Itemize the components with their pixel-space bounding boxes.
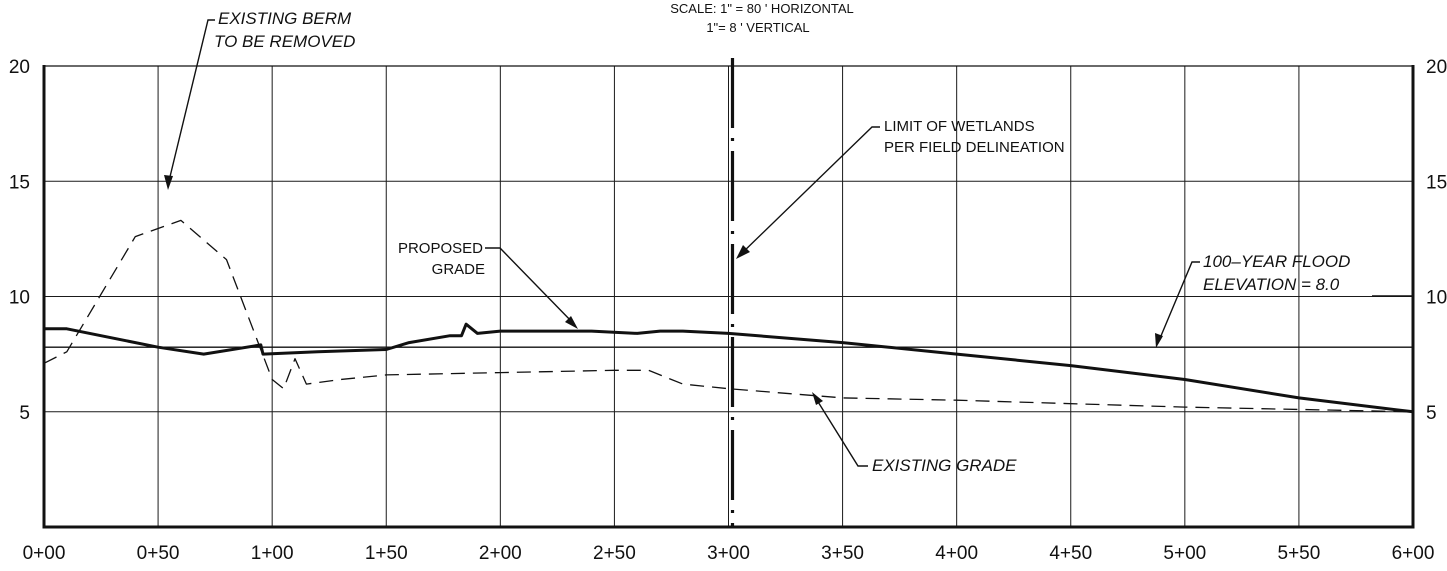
x-tick-label: 3+00 (707, 543, 750, 564)
y-tick-label-right: 20 (1426, 57, 1447, 78)
proposed-grade-label-line2: GRADE (432, 261, 485, 278)
berm-leader-arrow (164, 175, 173, 190)
flood-label-line2: ELEVATION = 8.0 (1203, 275, 1340, 294)
x-tick-label: 5+50 (1278, 543, 1321, 564)
wetlands-leader-arrow (736, 245, 750, 259)
y-tick-label-left: 10 (9, 288, 30, 309)
flood-leader-arrow (1155, 333, 1163, 348)
wetlands-leader (739, 126, 880, 256)
tick-labels: 0+00 0+50 1+00 1+50 2+00 2+50 3+00 3+50 4+00 4+50… (9, 57, 1447, 564)
grid (42, 65, 1415, 529)
scale-note-horizontal: SCALE: 1" = 80 ' HORIZONTAL (670, 1, 854, 16)
proposed-leader (485, 247, 576, 326)
existing-grade-label: EXISTING GRADE (872, 456, 1017, 475)
y-tick-label-left: 15 (9, 172, 30, 193)
x-tick-label: 2+00 (479, 543, 522, 564)
flood-leader (1157, 261, 1200, 344)
x-tick-label: 0+00 (23, 543, 66, 564)
berm-label-line1: EXISTING BERM (218, 9, 352, 28)
x-tick-label: 4+50 (1049, 543, 1092, 564)
proposed-grade-line (44, 322, 1414, 414)
x-tick-label: 1+00 (251, 543, 294, 564)
berm-leader (167, 19, 215, 186)
proposed-leader-arrow (565, 316, 578, 329)
y-tick-label-left: 20 (9, 57, 30, 78)
flood-label-line1: 100–YEAR FLOOD (1203, 252, 1350, 271)
x-tick-label: 1+50 (365, 543, 408, 564)
y-tick-label-right: 15 (1426, 172, 1447, 193)
wetlands-label-line2: PER FIELD DELINEATION (884, 139, 1065, 156)
existing-grade-line (43, 219, 1414, 413)
x-tick-label: 6+00 (1392, 543, 1435, 564)
berm-label-line2: TO BE REMOVED (214, 32, 355, 51)
x-tick-label: 5+00 (1163, 543, 1206, 564)
scale-note-vertical: 1"= 8 ' VERTICAL (706, 20, 809, 35)
series-layer (43, 219, 1414, 414)
x-tick-label: 3+50 (821, 543, 864, 564)
y-tick-label-left: 5 (19, 403, 30, 424)
wetlands-label-line1: LIMIT OF WETLANDS (884, 118, 1035, 135)
x-tick-label: 0+50 (137, 543, 180, 564)
x-tick-label: 2+50 (593, 543, 636, 564)
x-tick-label: 4+00 (935, 543, 978, 564)
existing-grade-leader (814, 396, 868, 467)
existing-grade-leader-arrow (812, 392, 823, 405)
leader-lines (164, 19, 1412, 467)
proposed-grade-label-line1: PROPOSED (398, 240, 483, 257)
y-tick-label-right: 5 (1426, 403, 1437, 424)
y-tick-label-right: 10 (1426, 288, 1447, 309)
